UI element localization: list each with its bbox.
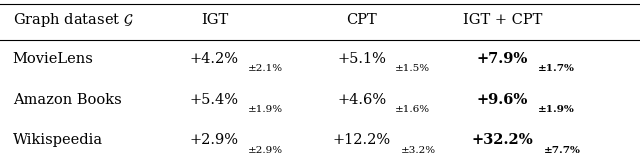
- Text: +5.1%: +5.1%: [337, 52, 386, 66]
- Text: +7.9%: +7.9%: [477, 52, 528, 66]
- Text: CPT: CPT: [346, 13, 377, 27]
- Text: Amazon Books: Amazon Books: [13, 93, 122, 107]
- Text: ±7.7%: ±7.7%: [544, 146, 581, 155]
- Text: +4.6%: +4.6%: [337, 93, 386, 107]
- Text: ±2.1%: ±2.1%: [248, 64, 283, 73]
- Text: ±1.5%: ±1.5%: [395, 64, 430, 73]
- Text: IGT: IGT: [201, 13, 228, 27]
- Text: +5.4%: +5.4%: [190, 93, 239, 107]
- Text: Graph dataset $\mathcal{G}$: Graph dataset $\mathcal{G}$: [13, 11, 133, 29]
- Text: +12.2%: +12.2%: [333, 133, 390, 147]
- Text: ±2.9%: ±2.9%: [248, 146, 283, 155]
- Text: IGT + CPT: IGT + CPT: [463, 13, 542, 27]
- Text: ±1.9%: ±1.9%: [248, 105, 283, 114]
- Text: Wikispeedia: Wikispeedia: [13, 133, 103, 147]
- Text: MovieLens: MovieLens: [13, 52, 93, 66]
- Text: ±3.2%: ±3.2%: [401, 146, 436, 155]
- Text: ±1.9%: ±1.9%: [538, 105, 574, 114]
- Text: +4.2%: +4.2%: [190, 52, 239, 66]
- Text: ±1.6%: ±1.6%: [396, 105, 430, 114]
- Text: +32.2%: +32.2%: [472, 133, 533, 147]
- Text: ±1.7%: ±1.7%: [538, 64, 574, 73]
- Text: +9.6%: +9.6%: [477, 93, 528, 107]
- Text: +2.9%: +2.9%: [190, 133, 239, 147]
